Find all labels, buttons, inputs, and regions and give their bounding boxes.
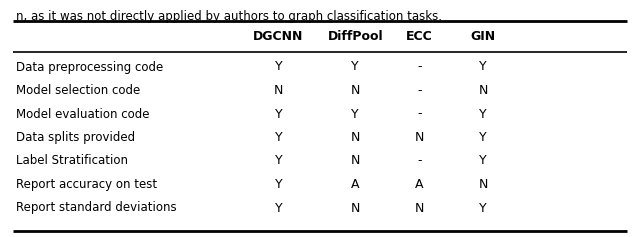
Text: Y: Y [479, 201, 487, 214]
Text: ECC: ECC [406, 29, 433, 42]
Text: DiffPool: DiffPool [328, 29, 383, 42]
Text: n, as it was not directly applied by authors to graph classification tasks.: n, as it was not directly applied by aut… [16, 10, 442, 23]
Text: Report standard deviations: Report standard deviations [16, 201, 177, 214]
Text: Y: Y [275, 201, 282, 214]
Text: Y: Y [479, 60, 487, 73]
Text: A: A [415, 178, 424, 191]
Text: N: N [479, 178, 488, 191]
Text: Y: Y [275, 155, 282, 168]
Text: -: - [417, 60, 422, 73]
Text: -: - [417, 84, 422, 97]
Text: A: A [351, 178, 360, 191]
Text: -: - [417, 155, 422, 168]
Text: GIN: GIN [470, 29, 496, 42]
Text: DGCNN: DGCNN [253, 29, 303, 42]
Text: N: N [415, 131, 424, 144]
Text: N: N [479, 84, 488, 97]
Text: Y: Y [351, 108, 359, 120]
Text: -: - [417, 108, 422, 120]
Text: Y: Y [275, 60, 282, 73]
Text: Y: Y [479, 108, 487, 120]
Text: Model evaluation code: Model evaluation code [16, 108, 150, 120]
Text: Label Stratification: Label Stratification [16, 155, 128, 168]
Text: N: N [351, 131, 360, 144]
Text: N: N [415, 201, 424, 214]
Text: Y: Y [275, 131, 282, 144]
Text: Y: Y [479, 131, 487, 144]
Text: Model selection code: Model selection code [16, 84, 140, 97]
Text: Data preprocessing code: Data preprocessing code [16, 60, 163, 73]
Text: N: N [351, 155, 360, 168]
Text: N: N [351, 84, 360, 97]
Text: Y: Y [275, 178, 282, 191]
Text: Data splits provided: Data splits provided [16, 131, 135, 144]
Text: Report accuracy on test: Report accuracy on test [16, 178, 157, 191]
Text: N: N [351, 201, 360, 214]
Text: N: N [274, 84, 283, 97]
Text: Y: Y [275, 108, 282, 120]
Text: Y: Y [479, 155, 487, 168]
Text: Y: Y [351, 60, 359, 73]
